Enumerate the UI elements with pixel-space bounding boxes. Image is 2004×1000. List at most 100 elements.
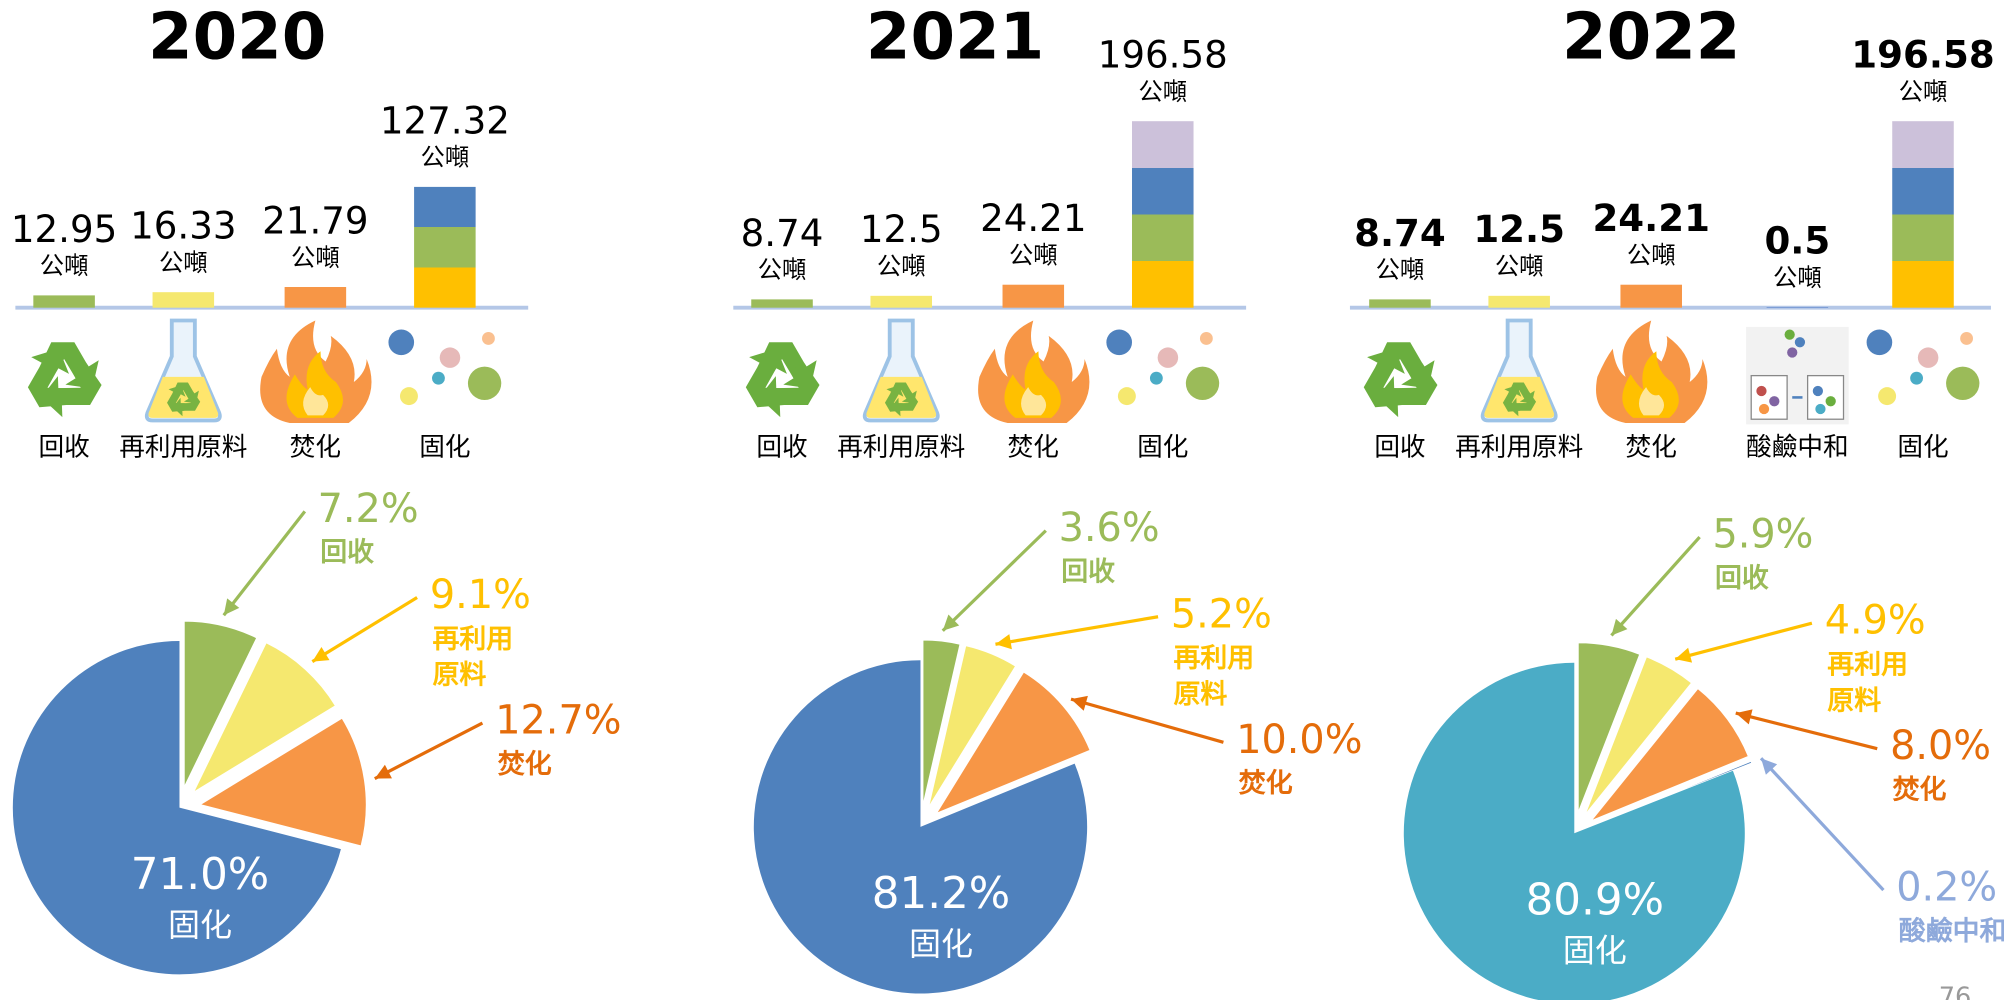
slice-name: 焚化: [498, 749, 552, 780]
slice-name: 回收: [1061, 556, 1115, 587]
value-label: 16.33: [130, 204, 236, 248]
category-label: 固化: [419, 433, 470, 463]
slice-value-label: 71.0%: [131, 850, 269, 900]
bar: [33, 295, 95, 307]
unit-label: 公噸: [877, 252, 926, 281]
chart-title: 2020: [148, 1, 326, 75]
value-label: 12.95: [11, 207, 117, 251]
bar: [870, 296, 932, 308]
slice-name: 酸鹼中和: [1899, 915, 2004, 947]
value-label: 12.5: [1473, 207, 1565, 251]
page-number: 76: [1939, 983, 1972, 1000]
unit-label: 公噸: [1376, 255, 1425, 284]
unit-label: 公噸: [1138, 77, 1187, 106]
arrowhead: [1675, 648, 1692, 663]
value-label: 24.21: [1592, 196, 1710, 240]
slice-value-label: 10.0%: [1236, 717, 1362, 763]
slice-value-label: 5.2%: [1171, 591, 1272, 637]
unit-label: 公噸: [159, 248, 208, 277]
fire-icon: [1596, 321, 1707, 424]
value-label: 0.5: [1764, 219, 1830, 263]
value-label: 196.58: [1851, 33, 1994, 77]
recycle-icon: [1352, 342, 1444, 426]
arrowhead: [1071, 696, 1088, 711]
category-label: 固化: [1137, 433, 1188, 463]
unit-label: 公噸: [1899, 77, 1948, 106]
unit-label: 公噸: [291, 243, 340, 272]
arrowhead: [995, 634, 1011, 649]
value-label: 8.74: [741, 211, 824, 255]
leader-line: [224, 511, 305, 615]
slice-value-label: 3.6%: [1059, 505, 1160, 551]
content: 76 202012.95公噸回收16.33公噸再利用原料21.79公噸焚化127…: [11, 1, 2004, 1000]
category-label: 回收: [38, 433, 89, 463]
bar: [1892, 121, 1954, 307]
category-label: 再利用原料: [119, 433, 247, 463]
bar: [751, 299, 813, 307]
category-label: 焚化: [1626, 433, 1677, 463]
category-label: 固化: [1897, 433, 1948, 463]
bar: [1488, 296, 1550, 308]
value-label: 21.79: [262, 198, 368, 242]
unit-label: 公噸: [758, 255, 807, 284]
category-label: 回收: [1374, 433, 1425, 463]
recycle-icon: [734, 342, 826, 426]
dots-icon: [1867, 329, 1980, 405]
slice-name: 焚化: [1893, 774, 1947, 805]
slice-name: 回收: [320, 537, 374, 568]
bar: [1620, 285, 1682, 308]
slice-value-label: 5.9%: [1712, 512, 1813, 558]
leader-line: [312, 598, 417, 662]
slice-name: 焚化: [1239, 768, 1293, 799]
slice-name: 固化: [1563, 932, 1627, 970]
recycle-icon: [16, 342, 108, 426]
flask-icon: [147, 321, 220, 421]
bar: [414, 187, 476, 308]
slice-name: 再利用原料: [1827, 649, 1908, 716]
flask-icon: [1483, 321, 1556, 421]
icons: [16, 321, 1980, 427]
slice-value-label: 0.2%: [1896, 865, 1997, 911]
unit-label: 公噸: [1495, 252, 1544, 281]
slice-name: 回收: [1715, 563, 1769, 594]
unit-label: 公噸: [1773, 263, 1822, 292]
arrowhead: [1736, 709, 1753, 724]
bar: [1369, 299, 1431, 307]
slice-value-label: 8.0%: [1890, 723, 1991, 769]
category-label: 再利用原料: [837, 433, 965, 463]
leader-line: [1761, 758, 1883, 890]
category-label: 焚化: [290, 433, 341, 463]
leader-line: [1736, 713, 1878, 749]
category-label: 酸鹼中和: [1746, 433, 1849, 463]
value-label: 8.74: [1354, 211, 1446, 255]
fire-icon: [978, 321, 1089, 424]
flask-icon: [865, 321, 938, 421]
dots-icon: [1106, 329, 1219, 405]
category-label: 焚化: [1008, 433, 1059, 463]
leader-line: [1611, 537, 1699, 635]
value-label: 196.58: [1098, 33, 1228, 77]
slice-value-label: 4.9%: [1825, 598, 1926, 644]
slice-value-label: 9.1%: [430, 572, 531, 618]
category-label: 回收: [756, 433, 807, 463]
slice-name: 固化: [909, 925, 973, 963]
bar: [153, 292, 215, 307]
leader-line: [995, 617, 1158, 644]
unit-label: 公噸: [421, 143, 470, 172]
unit-label: 公噸: [1627, 241, 1676, 270]
bar: [1003, 285, 1065, 308]
slice-value-label: 7.2%: [318, 486, 419, 532]
slice-name: 再利用原料: [1173, 643, 1254, 710]
slice-value-label: 80.9%: [1526, 876, 1664, 926]
slice-value-label: 81.2%: [872, 869, 1010, 919]
slice-value-label: 12.7%: [495, 698, 621, 744]
unit-label: 公噸: [40, 251, 89, 280]
page: 76 202012.95公噸回收16.33公噸再利用原料21.79公噸焚化127…: [0, 0, 2004, 1000]
value-label: 12.5: [860, 207, 943, 251]
category-label: 再利用原料: [1455, 433, 1583, 463]
value-label: 127.32: [380, 98, 510, 142]
unit-label: 公噸: [1009, 241, 1058, 270]
chart-title: 2021: [866, 1, 1044, 75]
chart-title: 2022: [1562, 1, 1740, 75]
bar: [1132, 121, 1194, 307]
